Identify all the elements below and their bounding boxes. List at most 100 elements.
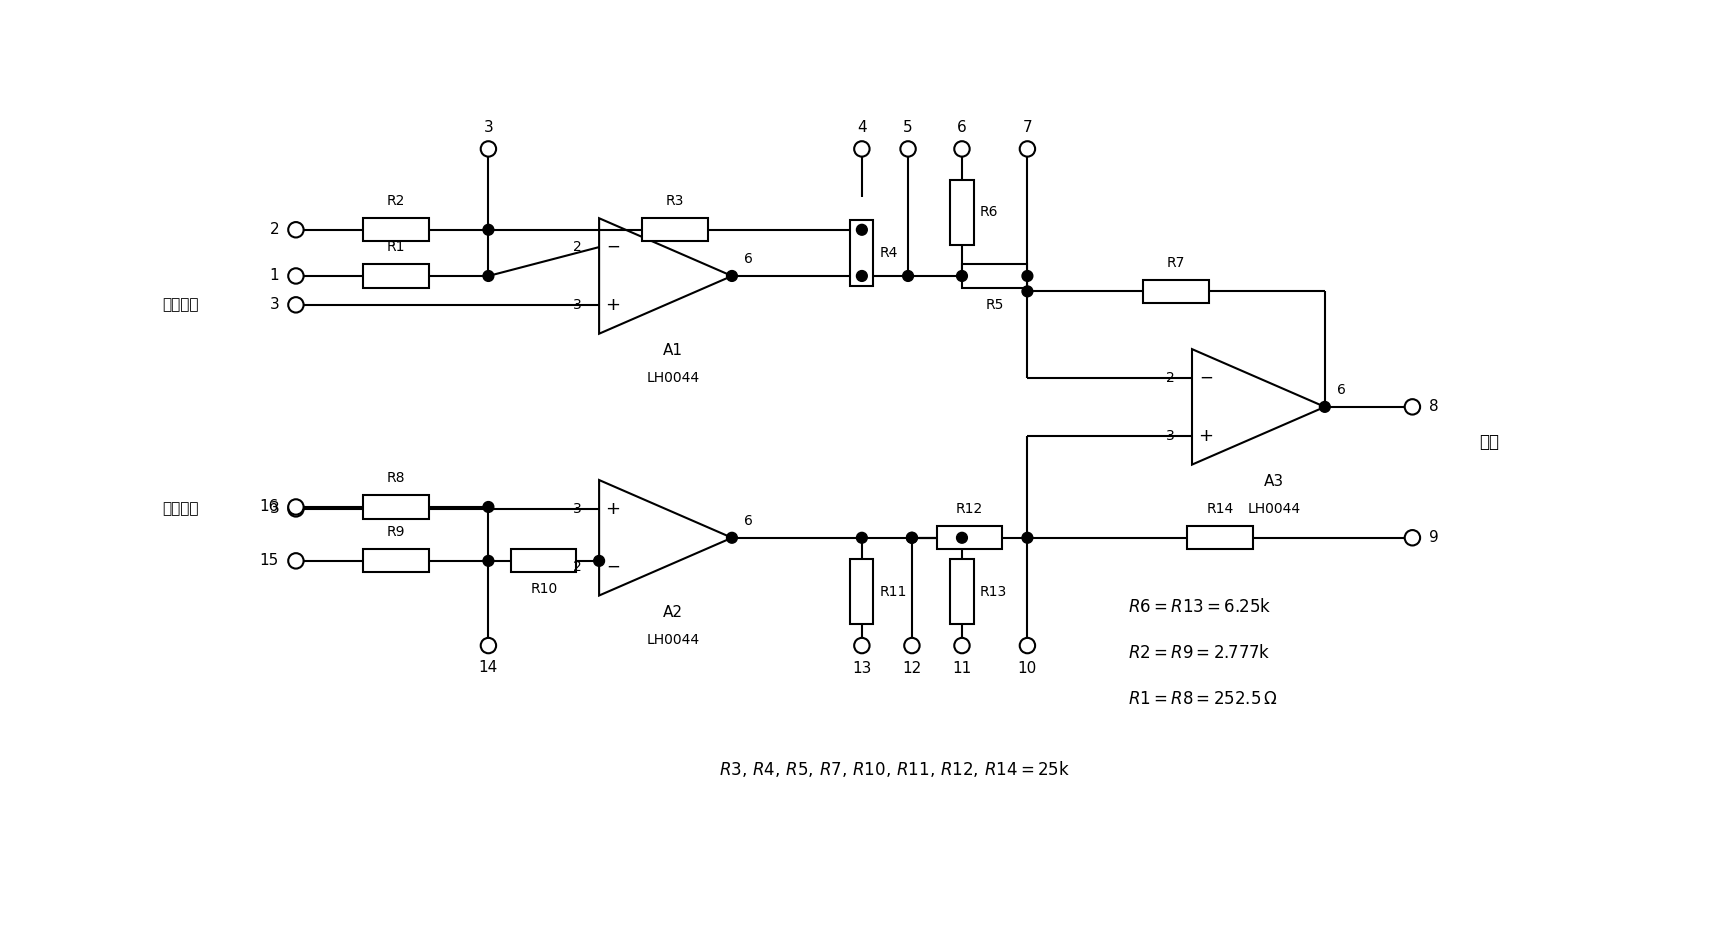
Text: 同相输入: 同相输入 [161,501,199,516]
Circle shape [1022,271,1034,282]
Circle shape [288,501,304,517]
Text: A1: A1 [663,343,683,358]
Circle shape [594,555,604,566]
Circle shape [1022,286,1034,297]
Circle shape [955,141,970,157]
Text: −: − [606,558,620,576]
Text: LH0044: LH0044 [647,371,701,385]
Circle shape [288,297,304,313]
Circle shape [481,638,496,653]
Circle shape [482,271,494,282]
Text: $R1 = R8 = 252.5\,\Omega$: $R1 = R8 = 252.5\,\Omega$ [1128,690,1277,708]
Bar [951,559,974,624]
Bar [512,550,577,573]
Text: R13: R13 [980,585,1006,599]
Text: 2: 2 [573,240,582,254]
Bar [951,180,974,245]
Text: 6: 6 [1338,383,1346,397]
Circle shape [288,499,304,515]
Bar [642,218,707,242]
Text: 8: 8 [1429,399,1439,414]
Text: R10: R10 [531,582,558,596]
Text: 输出: 输出 [1480,433,1499,451]
Text: 6: 6 [745,252,754,266]
Text: 1: 1 [270,269,280,284]
Circle shape [288,553,304,568]
Text: 6: 6 [745,514,754,528]
Circle shape [481,141,496,157]
Text: LH0044: LH0044 [1247,502,1300,516]
Text: R1: R1 [386,241,405,255]
Circle shape [482,555,494,566]
Text: 3: 3 [573,502,582,516]
Text: 5: 5 [903,119,913,135]
Bar [364,218,429,242]
Text: 7: 7 [1023,119,1032,135]
Circle shape [907,533,917,543]
Text: 4: 4 [857,119,867,135]
Text: R14: R14 [1207,502,1233,516]
Text: +: + [606,500,620,518]
Text: A3: A3 [1264,474,1284,489]
Text: 6: 6 [956,119,967,135]
Text: 10: 10 [1018,661,1037,676]
Bar [850,559,874,624]
Text: +: + [1198,426,1214,445]
Circle shape [726,271,737,282]
Circle shape [900,141,915,157]
Circle shape [853,141,869,157]
Text: $R3,\,R4,\,R5,\,R7,\,R10,\,R11,\,R12,\,R14 = 25\mathrm{k}$: $R3,\,R4,\,R5,\,R7,\,R10,\,R11,\,R12,\,R… [719,759,1070,779]
Circle shape [956,271,967,282]
Bar [364,264,429,287]
Text: R7: R7 [1168,256,1185,270]
Bar [1186,526,1253,550]
Text: −: − [1198,369,1212,387]
Circle shape [857,533,867,543]
Text: A2: A2 [663,605,683,620]
Text: 反相输入: 反相输入 [161,298,199,313]
Bar [962,264,1027,287]
Circle shape [857,224,867,235]
Text: 3: 3 [573,298,582,312]
Text: R4: R4 [879,246,898,260]
Text: 9: 9 [1429,530,1439,545]
Text: R9: R9 [386,525,405,539]
Text: −: − [606,238,620,256]
Text: 3: 3 [484,119,493,135]
Circle shape [1319,401,1331,412]
Circle shape [956,533,967,543]
Bar [850,220,874,285]
Text: R2: R2 [386,194,405,208]
Circle shape [907,533,917,543]
Bar [1144,280,1209,303]
Circle shape [955,638,970,653]
Circle shape [482,224,494,235]
Text: 12: 12 [903,661,922,676]
Bar [364,495,429,519]
Text: R12: R12 [956,502,984,516]
Text: $R6 = R13 = 6.25\mathrm{k}$: $R6 = R13 = 6.25\mathrm{k}$ [1128,598,1271,616]
Text: R8: R8 [386,471,405,485]
Text: LH0044: LH0044 [647,634,701,648]
Text: 14: 14 [479,660,498,675]
Text: 16: 16 [259,499,278,514]
Text: 3: 3 [1166,429,1174,443]
Circle shape [482,502,494,512]
Text: R5: R5 [986,298,1004,312]
Bar [937,526,1003,550]
Text: R11: R11 [879,585,907,599]
Circle shape [1405,530,1420,546]
Circle shape [1022,533,1034,543]
Text: 3: 3 [270,298,280,313]
Circle shape [853,638,869,653]
Circle shape [1020,141,1035,157]
Text: 11: 11 [953,661,972,676]
Circle shape [1020,638,1035,653]
Text: 2: 2 [270,222,280,237]
Text: $R2 = R9 = 2.777\mathrm{k}$: $R2 = R9 = 2.777\mathrm{k}$ [1128,645,1271,662]
Text: R3: R3 [666,194,685,208]
Text: 3: 3 [270,501,280,516]
Circle shape [726,533,737,543]
Circle shape [905,638,920,653]
Circle shape [903,271,913,282]
